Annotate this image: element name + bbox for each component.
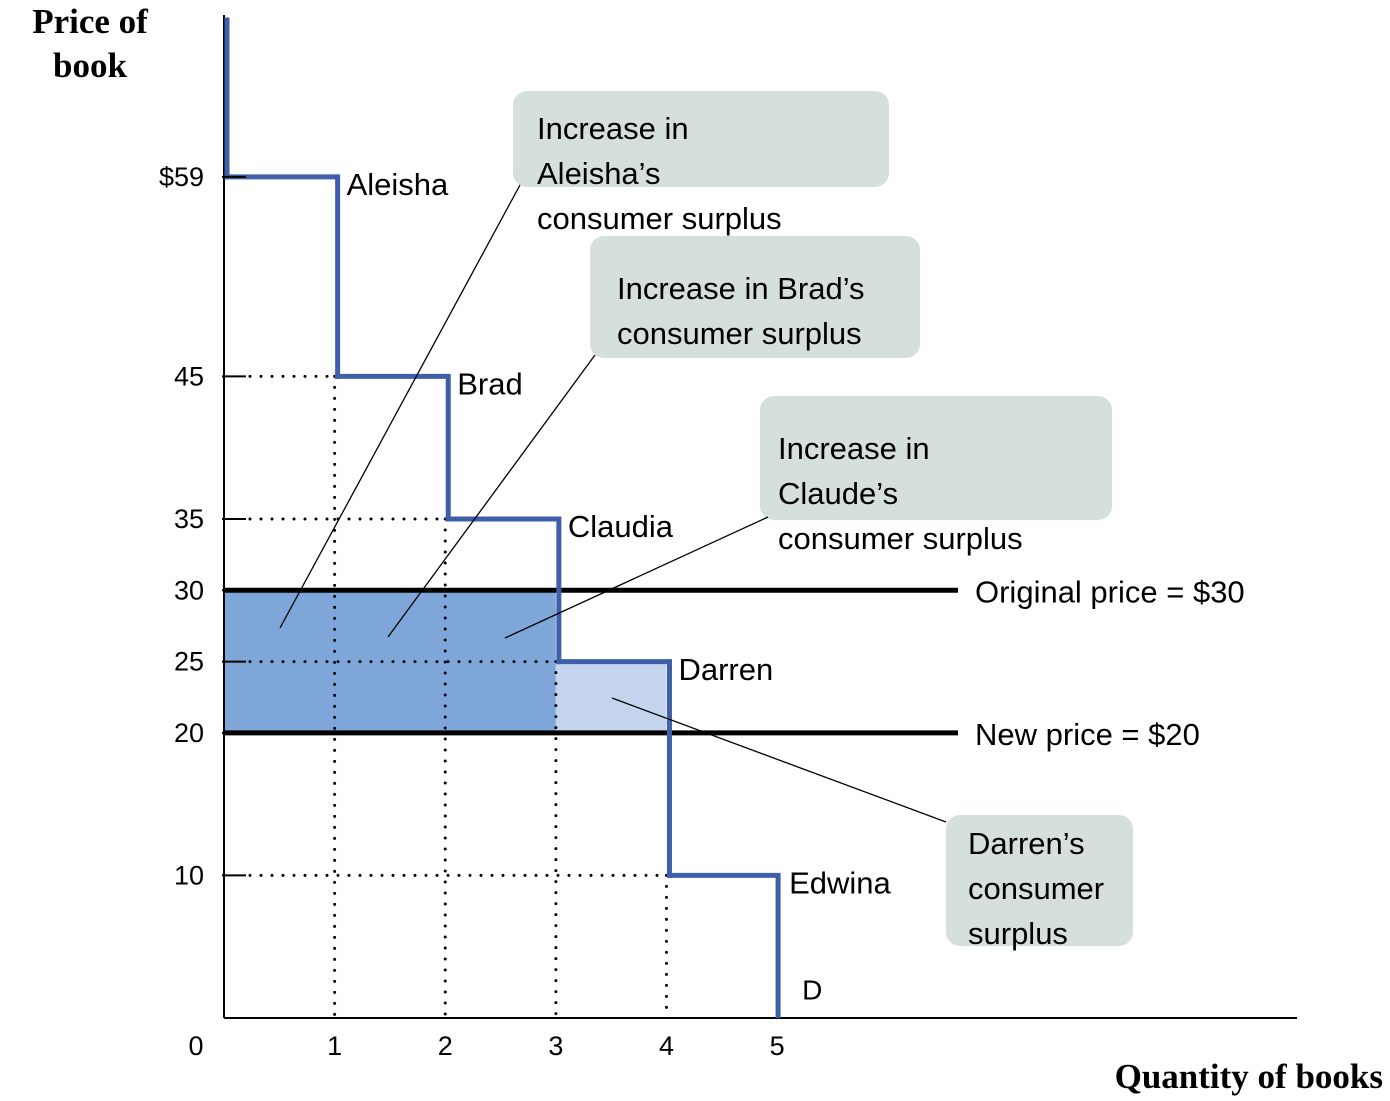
new-surplus-area <box>555 661 667 733</box>
consumer-label: Brad <box>457 367 522 402</box>
callout-box <box>590 236 920 358</box>
y-tick-label: 20 <box>174 718 204 748</box>
y-tick-label: 30 <box>174 575 204 605</box>
y-tick-label: 25 <box>174 647 204 677</box>
price-label: New price = $20 <box>975 717 1200 752</box>
y-tick-label: 10 <box>174 861 204 891</box>
price-label: Original price = $30 <box>975 574 1245 609</box>
callout-text: Aleisha’s <box>537 156 661 191</box>
y-tick-label: $59 <box>159 162 204 192</box>
callout-pointer <box>387 354 596 638</box>
y-tick-label: 35 <box>174 504 204 534</box>
callout-pointer <box>611 697 947 823</box>
consumer-label: Edwina <box>789 866 891 901</box>
x-tick-label: 0 <box>188 1031 203 1061</box>
callout-pointer <box>504 516 769 639</box>
callout-pointer <box>279 184 521 629</box>
callout-text: surplus <box>968 916 1068 951</box>
consumer-label: Claudia <box>568 509 674 544</box>
callout-text: consumer surplus <box>778 521 1023 556</box>
x-tick-label: 5 <box>770 1031 785 1061</box>
callout-text: Increase in <box>778 431 930 466</box>
y-tick-label: 45 <box>174 362 204 392</box>
x-tick-label: 3 <box>548 1031 563 1061</box>
callout-text: Increase in <box>537 111 689 146</box>
consumer-label: Aleisha <box>347 167 449 202</box>
x-tick-label: 2 <box>438 1031 453 1061</box>
surplus-gain-area <box>224 590 556 733</box>
x-tick-label: 1 <box>327 1031 342 1061</box>
callout-text: Darren’s <box>968 826 1085 861</box>
y-axis-title: Price of <box>32 2 148 41</box>
callout-box <box>760 396 1112 520</box>
curve-label: D <box>802 974 822 1005</box>
callout-text: Increase in Brad’s <box>617 271 865 306</box>
callout-text: Claude’s <box>778 476 898 511</box>
y-axis-title: book <box>53 46 127 85</box>
consumer-label: Darren <box>678 652 773 687</box>
callout-text: consumer surplus <box>617 316 862 351</box>
callout-text: consumer <box>968 871 1104 906</box>
callout-text: consumer surplus <box>537 201 782 236</box>
x-axis-title: Quantity of books <box>1115 1057 1383 1096</box>
callout-box <box>513 91 889 187</box>
callout-box <box>946 815 1133 946</box>
x-tick-label: 4 <box>659 1031 674 1061</box>
